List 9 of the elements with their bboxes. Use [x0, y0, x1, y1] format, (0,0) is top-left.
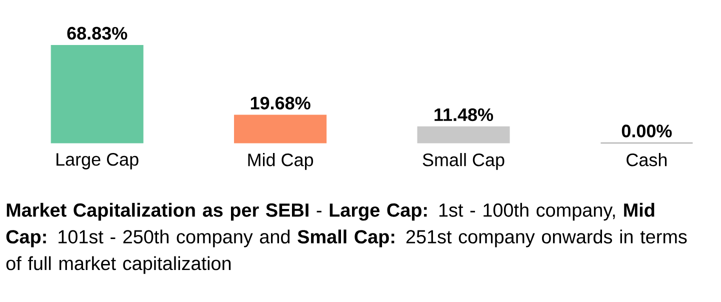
x-tick-label: Large Cap — [56, 153, 138, 170]
text: Market Capitalization as per SEBI - Large Cap: 1st - 100th company, Mid Cap: 101st - 250th company and Small Cap: 251st company onwards in terms of full market capitalization — [6, 202, 687, 274]
data-label: 11.48% — [434, 108, 494, 122]
x-tick-label: Small Cap — [422, 153, 504, 170]
x-tick-label: Cash — [626, 153, 667, 166]
data-label: 0.00% — [622, 124, 672, 138]
x-tick-label: Mid Cap — [248, 153, 314, 170]
data-label: 68.83% — [67, 26, 128, 40]
data-label: 19.68% — [250, 96, 310, 110]
